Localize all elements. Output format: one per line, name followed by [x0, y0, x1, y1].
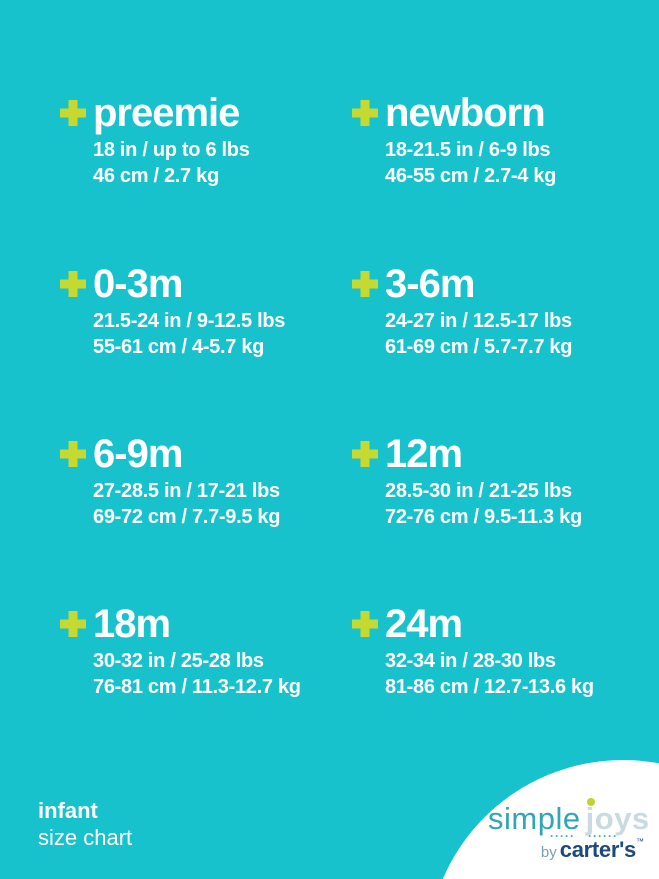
- size-header: preemie: [60, 91, 350, 135]
- size-imperial: 18-21.5 in / 6-9 lbs: [385, 139, 551, 161]
- size-imperial: 32-34 in / 28-30 lbs: [385, 650, 556, 672]
- logo-by-text: by: [540, 844, 557, 861]
- size-header: 3-6m: [352, 262, 642, 306]
- logo-wordmark: simple joys: [488, 798, 650, 837]
- plus-icon: [352, 271, 378, 297]
- plus-icon: [352, 611, 378, 637]
- size-label: 12m: [385, 432, 463, 476]
- footer: infant size chart: [38, 797, 132, 851]
- size-cell-0-3m: 0-3m 21.5-24 in / 9-12.5 lbs 55-61 cm / …: [60, 262, 350, 360]
- logo-brand-name: carter's: [559, 837, 637, 862]
- size-imperial: 21.5-24 in / 9-12.5 lbs: [93, 310, 286, 332]
- size-label: 3-6m: [385, 262, 475, 306]
- logo-word-joys: joys: [586, 798, 650, 837]
- size-imperial: 18 in / up to 6 lbs: [93, 139, 250, 161]
- size-imperial: 27-28.5 in / 17-21 lbs: [93, 480, 280, 502]
- size-header: 0-3m: [60, 262, 350, 306]
- brand-logo: simple joys ····· ······ by carter's™: [488, 798, 649, 863]
- size-label: newborn: [385, 91, 546, 135]
- plus-icon: [352, 441, 378, 467]
- logo-dotted-underline: ····· ······: [550, 829, 618, 843]
- logo-j-dot-icon: [586, 798, 595, 806]
- size-cell-12m: 12m 28.5-30 in / 21-25 lbs 72-76 cm / 9.…: [352, 432, 642, 530]
- logo-byline: by carter's™: [541, 837, 644, 863]
- size-header: 24m: [352, 602, 642, 646]
- size-imperial: 30-32 in / 25-28 lbs: [93, 650, 264, 672]
- size-metric: 81-86 cm / 12.7-13.6 kg: [385, 676, 594, 698]
- logo-word-simple: simple: [488, 801, 581, 836]
- plus-icon: [60, 441, 86, 467]
- size-header: 12m: [352, 432, 642, 476]
- size-label: preemie: [93, 91, 240, 135]
- size-metric: 69-72 cm / 7.7-9.5 kg: [93, 506, 281, 528]
- size-header: 6-9m: [60, 432, 350, 476]
- size-cell-preemie: preemie 18 in / up to 6 lbs 46 cm / 2.7 …: [60, 91, 350, 189]
- plus-icon: [60, 611, 86, 637]
- trademark-symbol: ™: [636, 837, 644, 846]
- chart-subtitle: size chart: [38, 825, 133, 850]
- size-imperial: 28.5-30 in / 21-25 lbs: [385, 480, 572, 502]
- size-metric: 46 cm / 2.7 kg: [93, 165, 219, 187]
- size-metric: 61-69 cm / 5.7-7.7 kg: [385, 336, 573, 358]
- size-metric: 72-76 cm / 9.5-11.3 kg: [385, 506, 582, 528]
- size-imperial: 24-27 in / 12.5-17 lbs: [385, 310, 572, 332]
- size-label: 0-3m: [93, 262, 183, 306]
- plus-icon: [352, 100, 378, 126]
- size-label: 18m: [93, 602, 171, 646]
- chart-category: infant: [38, 798, 98, 823]
- plus-icon: [60, 100, 86, 126]
- size-cell-18m: 18m 30-32 in / 25-28 lbs 76-81 cm / 11.3…: [60, 602, 350, 700]
- size-metric: 76-81 cm / 11.3-12.7 kg: [93, 676, 301, 698]
- size-cell-6-9m: 6-9m 27-28.5 in / 17-21 lbs 69-72 cm / 7…: [60, 432, 350, 530]
- size-cell-24m: 24m 32-34 in / 28-30 lbs 81-86 cm / 12.7…: [352, 602, 642, 700]
- plus-icon: [60, 271, 86, 297]
- size-header: newborn: [352, 91, 642, 135]
- size-header: 18m: [60, 602, 350, 646]
- size-cell-newborn: newborn 18-21.5 in / 6-9 lbs 46-55 cm / …: [352, 91, 642, 189]
- size-label: 24m: [385, 602, 463, 646]
- size-label: 6-9m: [93, 432, 183, 476]
- size-cell-3-6m: 3-6m 24-27 in / 12.5-17 lbs 61-69 cm / 5…: [352, 262, 642, 360]
- size-metric: 46-55 cm / 2.7-4 kg: [385, 165, 557, 187]
- size-metric: 55-61 cm / 4-5.7 kg: [93, 336, 265, 358]
